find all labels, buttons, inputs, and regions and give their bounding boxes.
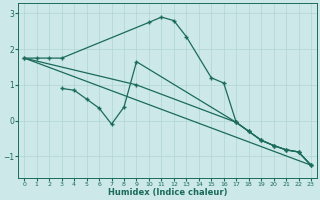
X-axis label: Humidex (Indice chaleur): Humidex (Indice chaleur) bbox=[108, 188, 228, 197]
